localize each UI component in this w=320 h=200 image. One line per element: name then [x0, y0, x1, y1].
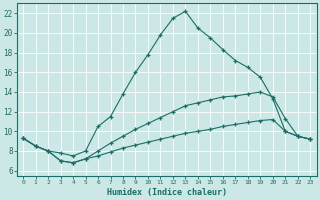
X-axis label: Humidex (Indice chaleur): Humidex (Indice chaleur) — [107, 188, 227, 197]
